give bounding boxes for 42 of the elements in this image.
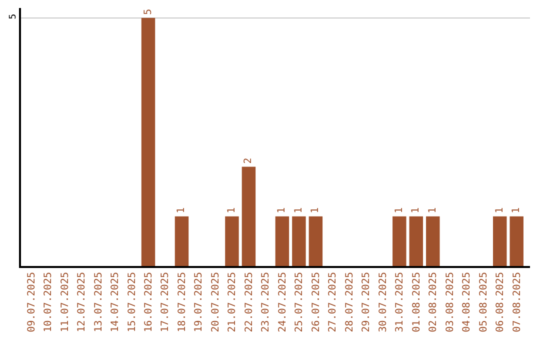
data-label: 1 <box>276 207 288 214</box>
x-tick-label: 04.08.2025 <box>462 272 473 332</box>
x-tick-label: 23.07.2025 <box>260 272 272 332</box>
data-label: 1 <box>394 207 405 214</box>
x-tick-label: 20.07.2025 <box>210 272 222 332</box>
x-tick-label: 18.07.2025 <box>176 272 188 332</box>
x-tick-label: 01.08.2025 <box>411 272 422 332</box>
x-tick-label: 13.07.2025 <box>93 272 104 332</box>
x-tick-label: 31.07.2025 <box>394 272 406 332</box>
data-label: 1 <box>511 207 522 214</box>
x-tick-label: 16.07.2025 <box>144 272 154 332</box>
data-label: 1 <box>293 207 304 214</box>
data-label: 1 <box>226 207 238 214</box>
x-tick-label: 05.08.2025 <box>478 272 490 332</box>
data-label: 1 <box>310 207 322 214</box>
x-tick-label: 21.07.2025 <box>227 272 238 332</box>
x-tick-label: 17.07.2025 <box>160 272 172 332</box>
x-tick-label: 15.07.2025 <box>126 272 138 332</box>
x-tick-label: 11.07.2025 <box>60 272 71 332</box>
data-label: 1 <box>410 207 422 214</box>
x-tick-label: 22.07.2025 <box>244 272 255 332</box>
x-tick-label: 30.07.2025 <box>378 272 389 332</box>
data-label: 1 <box>176 207 188 214</box>
x-tick-label: 02.08.2025 <box>428 272 440 332</box>
x-tick-label: 09.07.2025 <box>26 272 38 332</box>
x-tick-label: 29.07.2025 <box>361 272 372 332</box>
x-tick-label: 14.07.2025 <box>110 272 122 332</box>
x-tick-label: 10.07.2025 <box>43 272 54 332</box>
x-tick-label: 03.08.2025 <box>444 272 456 332</box>
x-tick-label: 06.08.2025 <box>495 272 506 332</box>
x-tick-label: 26.07.2025 <box>310 272 322 332</box>
data-label: 1 <box>427 207 438 214</box>
data-label: 2 <box>243 158 254 164</box>
x-tick-label: 27.07.2025 <box>328 272 339 332</box>
x-tick-label: 19.07.2025 <box>194 272 205 332</box>
data-label: 5 <box>142 8 154 15</box>
x-tick-label: 12.07.2025 <box>76 272 88 332</box>
x-tick-label: 28.07.2025 <box>344 272 356 332</box>
x-tick-label: 24.07.2025 <box>277 272 288 332</box>
data-label: 1 <box>494 207 506 214</box>
x-tick-label: 25.07.2025 <box>294 272 306 332</box>
x-tick-label: 07.08.2025 <box>512 272 523 332</box>
